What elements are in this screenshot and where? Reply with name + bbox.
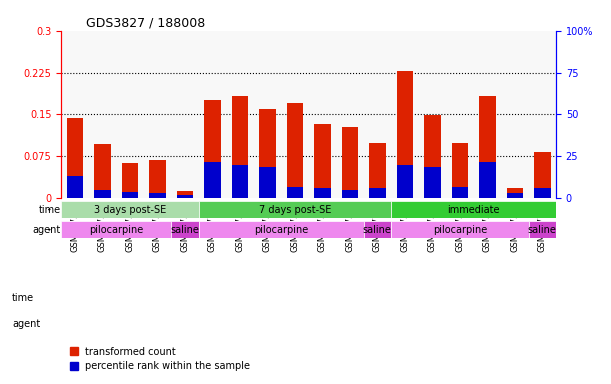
Bar xyxy=(397,164,413,198)
FancyBboxPatch shape xyxy=(61,221,171,238)
Bar xyxy=(342,127,358,198)
Bar xyxy=(94,144,111,198)
Text: time: time xyxy=(39,205,61,215)
Bar xyxy=(479,162,496,198)
FancyBboxPatch shape xyxy=(199,201,391,218)
Bar xyxy=(67,175,83,198)
FancyBboxPatch shape xyxy=(61,201,199,218)
Bar xyxy=(287,187,303,198)
Bar xyxy=(397,71,413,198)
Bar xyxy=(314,124,331,198)
Bar xyxy=(177,195,193,198)
Text: time: time xyxy=(12,293,34,303)
Bar xyxy=(369,188,386,198)
FancyBboxPatch shape xyxy=(171,221,199,238)
Bar xyxy=(314,188,331,198)
Bar xyxy=(204,100,221,198)
FancyBboxPatch shape xyxy=(529,221,556,238)
Text: agent: agent xyxy=(12,319,40,329)
Text: 3 days post-SE: 3 days post-SE xyxy=(93,205,166,215)
FancyBboxPatch shape xyxy=(391,201,556,218)
Bar xyxy=(452,187,468,198)
Bar xyxy=(177,191,193,198)
FancyBboxPatch shape xyxy=(364,221,391,238)
Text: saline: saline xyxy=(170,225,199,235)
Text: 7 days post-SE: 7 days post-SE xyxy=(258,205,331,215)
Bar xyxy=(424,116,441,198)
Bar xyxy=(507,194,523,198)
Text: immediate: immediate xyxy=(447,205,500,215)
Bar xyxy=(507,188,523,198)
Text: saline: saline xyxy=(528,225,557,235)
Bar xyxy=(342,190,358,198)
Legend: transformed count, percentile rank within the sample: transformed count, percentile rank withi… xyxy=(66,343,254,375)
Bar xyxy=(452,143,468,198)
Bar xyxy=(149,194,166,198)
Text: saline: saline xyxy=(363,225,392,235)
Bar xyxy=(67,118,83,198)
Text: pilocarpine: pilocarpine xyxy=(433,225,487,235)
Bar xyxy=(534,152,551,198)
Bar xyxy=(259,109,276,198)
Text: pilocarpine: pilocarpine xyxy=(254,225,308,235)
Bar xyxy=(122,163,138,198)
FancyBboxPatch shape xyxy=(199,221,364,238)
Bar xyxy=(479,96,496,198)
Bar xyxy=(149,160,166,198)
Bar xyxy=(424,167,441,198)
Bar xyxy=(259,167,276,198)
Text: agent: agent xyxy=(33,225,61,235)
FancyBboxPatch shape xyxy=(391,221,529,238)
Bar xyxy=(369,143,386,198)
Bar xyxy=(204,162,221,198)
Bar xyxy=(94,190,111,198)
Bar xyxy=(534,188,551,198)
Bar xyxy=(122,192,138,198)
Bar xyxy=(287,103,303,198)
Text: GDS3827 / 188008: GDS3827 / 188008 xyxy=(86,17,205,30)
Text: pilocarpine: pilocarpine xyxy=(89,225,143,235)
Bar xyxy=(232,96,248,198)
Bar xyxy=(232,164,248,198)
